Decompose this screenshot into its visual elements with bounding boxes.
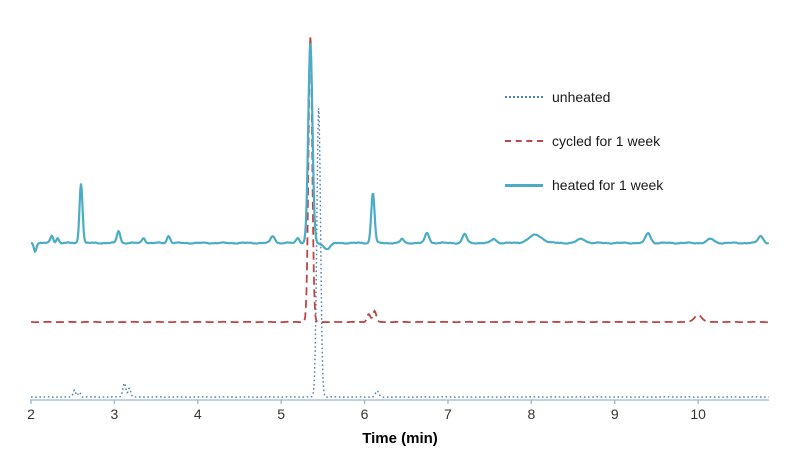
x-tick-label: 8 xyxy=(527,406,535,422)
legend-line-sample-dotted xyxy=(505,96,543,98)
trace-heated-for-1-week xyxy=(30,43,769,254)
trace-unheated xyxy=(30,108,769,398)
x-tick-label: 9 xyxy=(611,406,619,422)
legend-label: unheated xyxy=(552,89,611,105)
legend-line-sample-dashed xyxy=(505,140,543,142)
x-tick-label: 3 xyxy=(110,406,118,422)
x-tick-label: 2 xyxy=(27,406,35,422)
x-axis-title: Time (min) xyxy=(362,430,438,447)
trace-cycled-for-1-week xyxy=(30,36,769,324)
x-tick-label: 5 xyxy=(277,406,285,422)
x-axis: 2 3 4 5 6 7 8 9 10 xyxy=(27,399,769,422)
x-tick-label: 10 xyxy=(690,406,706,422)
legend: unheated cycled for 1 week heated for 1 … xyxy=(505,86,663,218)
legend-item-heated: heated for 1 week xyxy=(505,174,663,196)
x-tick-label: 4 xyxy=(194,406,202,422)
legend-label: heated for 1 week xyxy=(552,177,664,193)
legend-line-sample-solid xyxy=(505,183,543,187)
x-tick-label: 7 xyxy=(444,406,452,422)
legend-item-cycled: cycled for 1 week xyxy=(505,130,663,152)
legend-item-unheated: unheated xyxy=(505,86,663,108)
x-tick-label: 6 xyxy=(361,406,369,422)
legend-label: cycled for 1 week xyxy=(552,133,661,149)
